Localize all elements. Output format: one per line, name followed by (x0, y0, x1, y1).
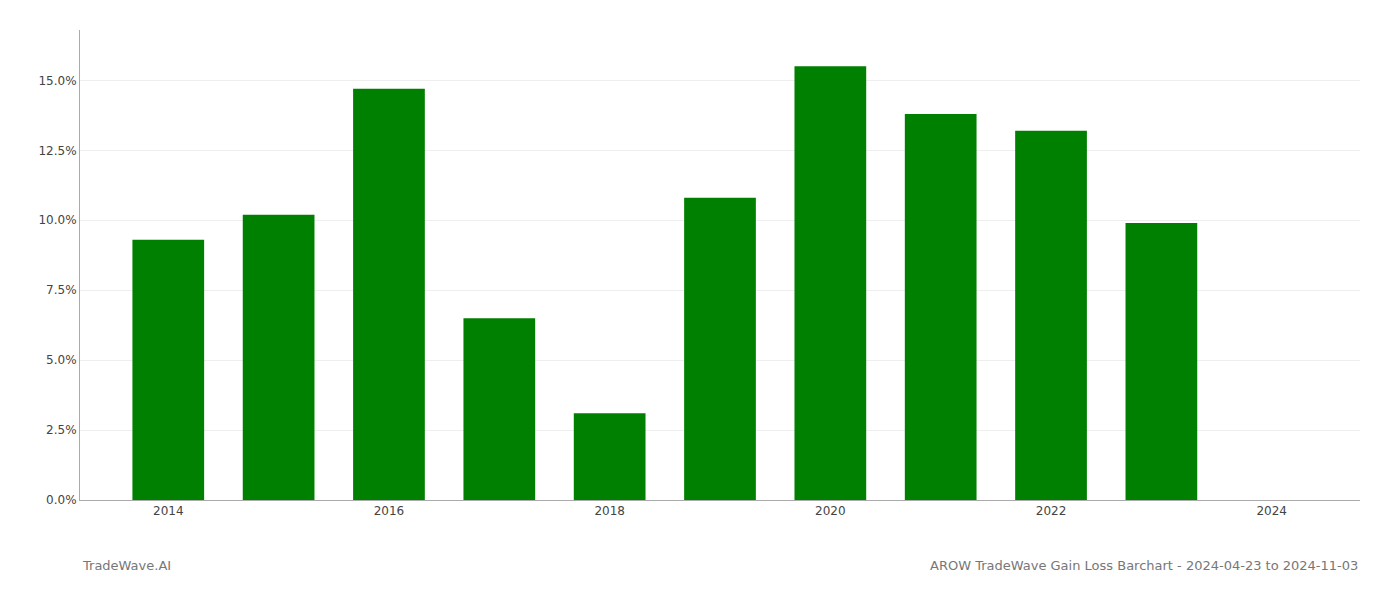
svg-text:12.5%: 12.5% (38, 144, 76, 158)
svg-text:2014: 2014 (153, 504, 184, 518)
svg-text:AROW TradeWave Gain Loss Barch: AROW TradeWave Gain Loss Barchart - 2024… (930, 558, 1358, 573)
svg-text:2020: 2020 (815, 504, 846, 518)
svg-text:0.0%: 0.0% (46, 493, 77, 507)
svg-text:2016: 2016 (374, 504, 405, 518)
svg-text:15.0%: 15.0% (38, 74, 76, 88)
svg-text:5.0%: 5.0% (46, 353, 77, 367)
svg-text:7.5%: 7.5% (46, 283, 77, 297)
svg-text:2.5%: 2.5% (46, 423, 77, 437)
svg-text:2024: 2024 (1256, 504, 1287, 518)
svg-text:2018: 2018 (594, 504, 625, 518)
svg-text:TradeWave.AI: TradeWave.AI (82, 558, 171, 573)
svg-text:10.0%: 10.0% (38, 213, 76, 227)
svg-text:2022: 2022 (1036, 504, 1067, 518)
